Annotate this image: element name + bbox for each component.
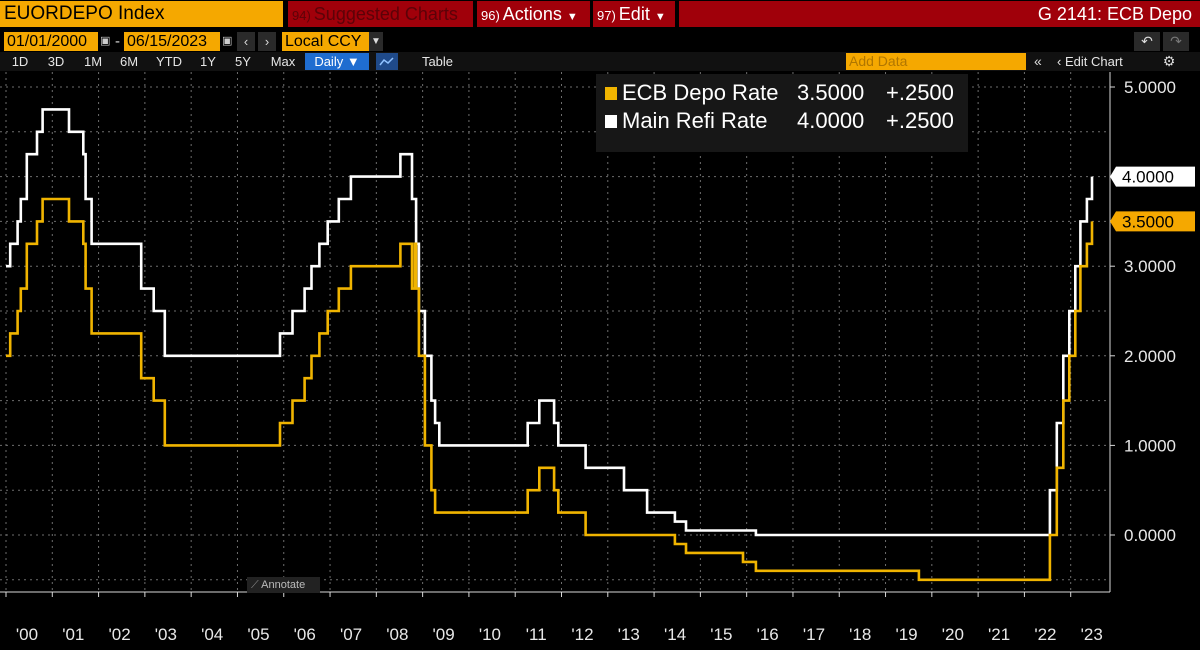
- y-tick-label: 1.0000: [1124, 436, 1176, 455]
- chart-area: 5.0000 4.0000 3.0000 2.0000 1.0000 0.0000 '00…: [0, 72, 1195, 644]
- y-axis: 5.0000 4.0000 3.0000 2.0000 1.0000 0.0000: [1109, 72, 1176, 592]
- period-ytd-button[interactable]: YTD: [156, 54, 182, 69]
- last-value-labels: 4.0000 3.5000: [1110, 166, 1195, 232]
- last-value-text: 3.5000: [1122, 212, 1174, 231]
- redo-icon[interactable]: ↷: [1163, 32, 1189, 51]
- period-1m-button[interactable]: 1M: [83, 54, 103, 69]
- main-refi-rate-line: [6, 108, 1094, 537]
- last-value-text: 4.0000: [1122, 168, 1174, 187]
- table-view-button[interactable]: Table: [421, 54, 454, 69]
- undo-icon[interactable]: ↶: [1134, 32, 1160, 51]
- x-tick-label: '06: [294, 625, 316, 644]
- suggested-charts-button[interactable]: 94) Suggested Charts: [288, 1, 473, 27]
- y-tick-label: 3.0000: [1124, 257, 1176, 276]
- edit-menu-button[interactable]: 97) Edit ▼: [593, 1, 675, 27]
- x-tick-label: '18: [849, 625, 871, 644]
- annotate-label: Annotate: [261, 579, 306, 591]
- legend-swatch: [605, 87, 617, 100]
- date-separator: -: [115, 33, 120, 50]
- legend-box: [596, 74, 968, 152]
- x-tick-label: '17: [803, 625, 825, 644]
- gear-icon[interactable]: ⚙: [1162, 53, 1176, 69]
- ticker-field[interactable]: EUORDEPO Index: [0, 1, 283, 27]
- x-tick-label: '05: [247, 625, 269, 644]
- last-value-tag: [1110, 166, 1195, 187]
- x-tick-label: '12: [571, 625, 593, 644]
- legend-series-name: Main Refi Rate: [622, 108, 768, 133]
- legend-last-value: 3.5000: [797, 80, 864, 105]
- x-tick-label: '01: [62, 625, 84, 644]
- x-axis: '00 '01 '02 '03 '04 '05 '06 '07 '08 '09 '10 '11 '12 '…: [0, 591, 1110, 644]
- y-tick-label: 0.0000: [1124, 526, 1176, 545]
- actions-label: Actions: [502, 4, 562, 24]
- period-5y-button[interactable]: 5Y: [235, 54, 251, 69]
- last-value-label: 4.0000: [1110, 166, 1195, 187]
- chart-series: [6, 108, 1094, 582]
- x-tick-label: '11: [526, 625, 547, 644]
- end-date-input[interactable]: 06/15/2023: [124, 32, 220, 51]
- x-tick-label: '03: [155, 625, 177, 644]
- chart-legend: ECB Depo Rate 3.5000 +.2500 Main Refi Rate 4…: [596, 74, 968, 152]
- x-tick-label: '02: [109, 625, 131, 644]
- x-tick-label: '04: [201, 625, 223, 644]
- caret-down-icon: ▼: [369, 32, 383, 51]
- start-date-input[interactable]: 01/01/2000: [4, 32, 98, 51]
- chevron-left-icon[interactable]: ‹: [237, 32, 255, 51]
- actions-number: 96): [481, 8, 500, 23]
- pencil-icon: ⟋: [251, 579, 262, 591]
- x-tick-label: '13: [618, 625, 640, 644]
- calendar-icon[interactable]: ▣: [222, 35, 233, 47]
- x-tick-label: '14: [664, 625, 686, 644]
- double-chevron-left-icon[interactable]: «: [1034, 53, 1042, 69]
- legend-change: +.2500: [886, 108, 954, 133]
- x-tick-label: '20: [942, 625, 964, 644]
- line-chart-icon[interactable]: [376, 53, 398, 70]
- edit-chart-button[interactable]: ‹ Edit Chart: [1057, 53, 1161, 70]
- period-1d-button[interactable]: 1D: [11, 54, 29, 69]
- x-tick-label: '07: [340, 625, 362, 644]
- edit-number: 97): [597, 8, 616, 23]
- x-tick-label: '21: [988, 625, 1010, 644]
- x-tick-label: '23: [1081, 625, 1103, 644]
- legend-swatch: [605, 115, 617, 128]
- chevron-right-icon[interactable]: ›: [258, 32, 276, 51]
- ecb-depo-rate-line: [6, 197, 1094, 582]
- legend-change: +.2500: [886, 80, 954, 105]
- chevron-left-icon: ‹: [1057, 54, 1065, 69]
- actions-menu-button[interactable]: 96) Actions ▼: [477, 1, 590, 27]
- y-tick-label: 2.0000: [1124, 347, 1176, 366]
- period-6m-button[interactable]: 6M: [119, 54, 139, 69]
- x-tick-label: '09: [433, 625, 455, 644]
- edit-label: Edit: [618, 4, 650, 24]
- add-data-input[interactable]: Add Data: [846, 53, 1026, 70]
- last-value-label: 3.5000: [1110, 211, 1195, 232]
- period-3d-button[interactable]: 3D: [47, 54, 65, 69]
- x-tick-label: '10: [479, 625, 501, 644]
- currency-value: Local CCY: [285, 33, 362, 50]
- suggested-charts-label: Suggested Charts: [313, 4, 458, 24]
- x-tick-label: '19: [895, 625, 917, 644]
- currency-select[interactable]: Local CCY ▼: [282, 32, 383, 51]
- caret-down-icon: ▼: [566, 11, 578, 23]
- y-tick-label: 5.0000: [1124, 78, 1176, 97]
- suggested-charts-number: 94): [292, 8, 311, 23]
- period-1y-button[interactable]: 1Y: [200, 54, 216, 69]
- legend-series-name: ECB Depo Rate: [622, 80, 779, 105]
- legend-last-value: 4.0000: [797, 108, 864, 133]
- x-tick-label: '15: [710, 625, 732, 644]
- page-title: G 2141: ECB Depo: [679, 1, 1200, 27]
- caret-down-icon: ▼: [654, 11, 666, 23]
- annotate-button[interactable]: ⟋ Annotate: [247, 577, 320, 593]
- calendar-icon[interactable]: ▣: [100, 35, 111, 47]
- x-tick-label: '16: [757, 625, 779, 644]
- frequency-select[interactable]: Daily ▼: [305, 53, 369, 70]
- x-tick-label: '08: [386, 625, 408, 644]
- x-tick-label: '22: [1034, 625, 1056, 644]
- edit-chart-label: Edit Chart: [1064, 54, 1123, 69]
- last-value-tag: [1110, 211, 1195, 232]
- x-tick-label: '00: [16, 625, 38, 644]
- period-max-button[interactable]: Max: [270, 54, 296, 69]
